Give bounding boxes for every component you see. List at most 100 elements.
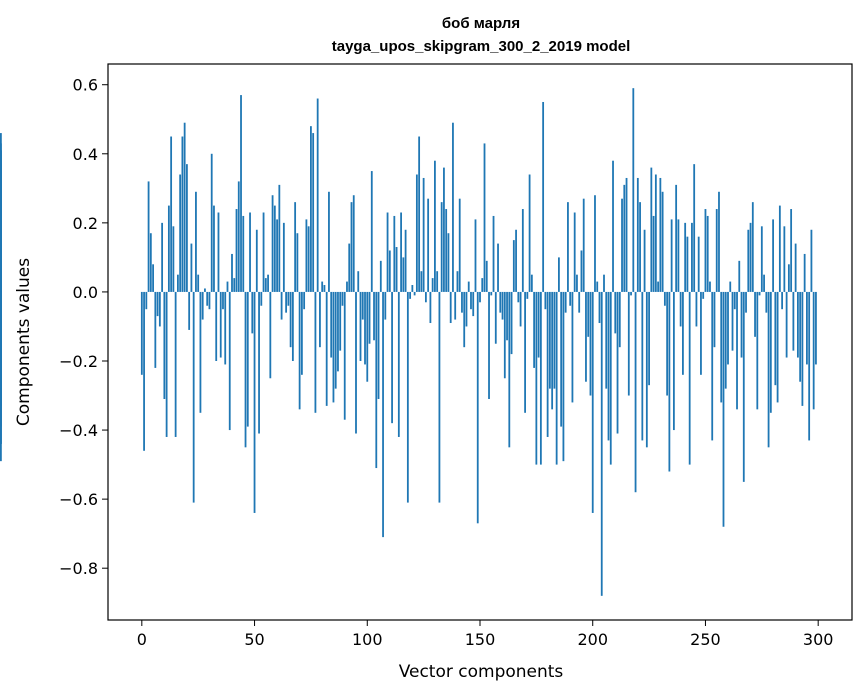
- bar-170: [524, 291, 526, 413]
- bar-280: [772, 219, 774, 292]
- bar-0: [140, 291, 143, 375]
- bar-16: [176, 274, 179, 292]
- y-tick-label: −0.2: [59, 352, 98, 371]
- bar-257: [720, 291, 723, 403]
- bar-177: [539, 291, 542, 465]
- x-tick-label: 0: [137, 630, 147, 649]
- bar-8: [158, 291, 161, 327]
- bar-132: [438, 291, 441, 503]
- x-tick-label: 200: [577, 630, 608, 649]
- bar-162: [506, 291, 508, 341]
- bar-undefined: [0, 291, 2, 389]
- bar-277: [765, 291, 768, 313]
- bar-245: [693, 164, 696, 292]
- bar-288: [790, 209, 793, 292]
- bar-180: [546, 291, 549, 437]
- bar-46: [244, 291, 247, 448]
- bar-215: [625, 177, 628, 292]
- bar-278: [767, 291, 770, 448]
- bar-128: [429, 291, 432, 324]
- bar-143: [463, 291, 466, 348]
- bar-269: [747, 229, 750, 292]
- bar-203: [598, 291, 601, 324]
- bar-232: [663, 291, 666, 306]
- bar-123: [418, 136, 421, 292]
- bar-262: [731, 291, 734, 351]
- bar-197: [585, 291, 587, 382]
- bar-82: [325, 291, 328, 406]
- bar-33: [215, 291, 218, 361]
- bar-268: [745, 291, 747, 313]
- bar-228: [654, 174, 657, 292]
- bar-214: [623, 184, 626, 292]
- bar-12: [167, 205, 170, 292]
- x-tick-label: 250: [690, 630, 721, 649]
- bar-24: [195, 191, 197, 292]
- bar-91: [346, 281, 348, 292]
- bar-172: [528, 174, 531, 292]
- bar-2: [145, 291, 148, 310]
- bar-161: [503, 291, 506, 379]
- bar-176: [537, 291, 540, 358]
- bar-118: [406, 291, 409, 503]
- bar-261: [729, 281, 732, 292]
- bar-206: [605, 291, 608, 389]
- bar-239: [679, 291, 682, 327]
- bar-71: [300, 291, 303, 375]
- bar-137: [449, 291, 452, 324]
- bar-252: [709, 281, 711, 292]
- bar-116: [402, 257, 405, 292]
- bar-293: [801, 291, 804, 406]
- bar-20: [186, 164, 188, 292]
- y-tick-label: 0.4: [73, 145, 98, 164]
- bar-163: [508, 291, 511, 448]
- bar-85: [332, 291, 335, 403]
- bar-167: [517, 291, 520, 303]
- bar-43: [237, 181, 240, 292]
- bar-78: [316, 98, 319, 292]
- bar-119: [409, 291, 412, 299]
- bar-195: [580, 250, 583, 292]
- bar-57: [269, 291, 272, 379]
- bar-95: [355, 291, 357, 434]
- bars-group: [0, 88, 817, 596]
- bar-147: [472, 291, 475, 317]
- bar-169: [521, 209, 524, 292]
- bar-233: [666, 291, 669, 396]
- bar-205: [603, 274, 605, 292]
- bar-296: [808, 291, 811, 441]
- bar-81: [323, 285, 326, 292]
- bar-222: [641, 291, 644, 441]
- bar-223: [643, 229, 646, 292]
- bar-270: [749, 222, 752, 292]
- bar-130: [434, 160, 436, 292]
- bar-181: [548, 291, 551, 389]
- bar-28: [204, 288, 206, 292]
- bar-213: [621, 198, 623, 292]
- bar-45: [242, 215, 245, 292]
- bar-208: [609, 291, 612, 465]
- bar-207: [607, 291, 610, 441]
- bar-93: [350, 202, 353, 292]
- bar-211: [616, 291, 619, 434]
- bar-159: [499, 291, 502, 313]
- bar-80: [321, 281, 324, 292]
- chart-title-line1: боб марля: [442, 15, 520, 32]
- bar-164: [510, 291, 513, 355]
- bar-275: [760, 226, 763, 292]
- bar-13: [170, 136, 173, 292]
- bar-undefined: [0, 150, 2, 292]
- bar-168: [519, 291, 522, 327]
- bar-55: [264, 278, 267, 292]
- bar-152: [483, 143, 486, 292]
- bar-10: [163, 291, 166, 399]
- y-tick-label: 0.0: [73, 283, 98, 302]
- bar-70: [298, 291, 301, 410]
- bar-105: [377, 291, 380, 399]
- bar-154: [488, 291, 490, 399]
- bar-40: [231, 253, 233, 292]
- bar-246: [695, 291, 698, 327]
- bar-226: [650, 167, 653, 292]
- bar-236: [672, 291, 675, 431]
